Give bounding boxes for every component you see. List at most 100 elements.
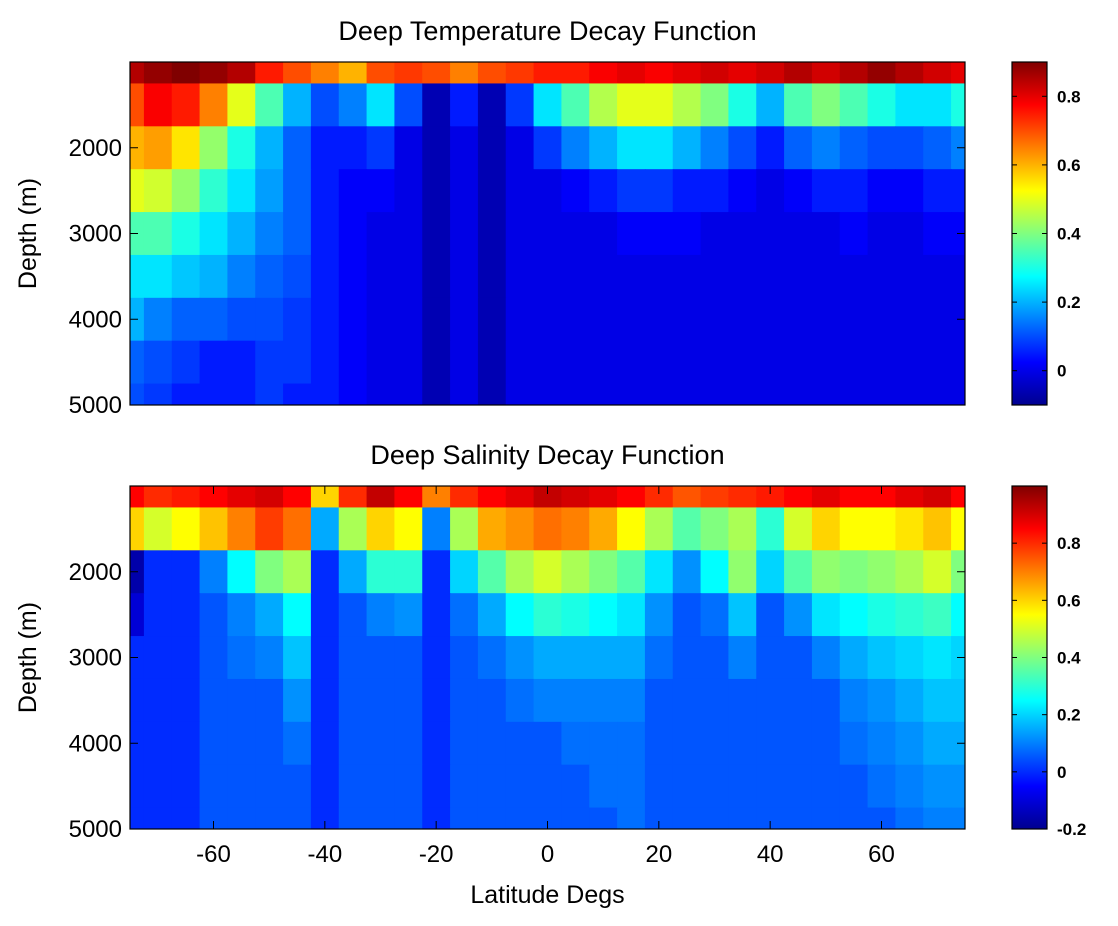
heatmap-cell xyxy=(811,636,841,680)
heatmap-cell xyxy=(394,169,423,213)
heatmap-cell xyxy=(366,83,396,127)
heatmap-cell xyxy=(672,383,702,405)
heatmap-cell xyxy=(394,807,423,829)
heatmap-cell xyxy=(672,636,702,680)
heatmap-cell xyxy=(728,636,757,680)
heatmap-cell xyxy=(728,62,757,85)
heatmap-cell xyxy=(589,486,618,509)
heatmap-cell xyxy=(839,507,869,551)
heatmap-cell xyxy=(839,383,869,405)
heatmap-cell xyxy=(533,254,563,299)
heatmap-cell xyxy=(617,212,646,256)
heatmap-cell xyxy=(143,126,173,170)
heatmap-cell xyxy=(366,62,396,85)
heatmap-cell xyxy=(130,593,145,637)
colorbar-tick-label: 0.4 xyxy=(1057,225,1081,244)
heatmap-cell xyxy=(589,169,618,213)
heatmap-cell xyxy=(839,807,869,829)
heatmap-cell xyxy=(394,550,423,594)
heatmap-cell xyxy=(283,550,312,594)
heatmap-cell xyxy=(227,340,256,385)
heatmap-cell xyxy=(477,636,507,680)
heatmap-cell xyxy=(283,593,312,637)
heatmap-cell xyxy=(143,550,173,594)
heatmap-cell xyxy=(143,254,173,299)
heatmap-cell xyxy=(951,383,965,405)
heatmap-cell xyxy=(839,486,869,509)
heatmap-cell xyxy=(951,486,965,509)
heatmap-cell xyxy=(450,126,479,170)
heatmap-cell xyxy=(784,678,813,723)
colorbar: 0 0.2 0.4 0.6 0.8 xyxy=(1011,61,1081,406)
heatmap-cell xyxy=(199,254,229,299)
heatmap-cell xyxy=(533,169,563,213)
heatmap-cell xyxy=(310,83,340,127)
heatmap-cell xyxy=(143,807,173,829)
heatmap-cell xyxy=(951,593,965,637)
heatmap-cell xyxy=(366,636,396,680)
heatmap-cell xyxy=(951,62,965,85)
heatmap-cell xyxy=(728,212,757,256)
heatmap-cell xyxy=(867,678,897,723)
heatmap-cell xyxy=(756,126,785,170)
heatmap-cell xyxy=(338,550,368,594)
heatmap-cell xyxy=(450,507,479,551)
heatmap-cell xyxy=(561,764,590,809)
heatmap-cell xyxy=(143,212,173,256)
heatmap-cell xyxy=(923,126,952,170)
heatmap-cell xyxy=(672,126,702,170)
heatmap-cell xyxy=(839,62,869,85)
heatmap-cell xyxy=(394,340,423,385)
heatmap-cell xyxy=(895,764,924,809)
heatmap-cell xyxy=(477,486,507,509)
y-tick-label: 3000 xyxy=(69,645,122,672)
heatmap-cell xyxy=(199,550,229,594)
y-tick-label: 5000 xyxy=(69,816,122,843)
heatmap-cell xyxy=(839,212,869,256)
heatmap-cell xyxy=(895,297,924,342)
heatmap-cell xyxy=(366,764,396,809)
heatmap-cell xyxy=(338,678,368,723)
heatmap-cell xyxy=(700,126,730,170)
heatmap-cell xyxy=(533,593,563,637)
heatmap-cell xyxy=(867,486,897,509)
heatmap-cell xyxy=(756,340,785,385)
heatmap-cells xyxy=(130,62,965,405)
heatmap-cell xyxy=(561,383,590,405)
heatmap-cell xyxy=(728,297,757,342)
heatmap-cell xyxy=(644,764,674,809)
heatmap-cell xyxy=(756,486,785,509)
heatmap-cell xyxy=(617,340,646,385)
heatmap-cell xyxy=(130,678,145,723)
heatmap-cell xyxy=(450,62,479,85)
heatmap-cell xyxy=(839,126,869,170)
heatmap-cell xyxy=(394,636,423,680)
heatmap-cell xyxy=(672,254,702,299)
heatmap-cell xyxy=(394,83,423,127)
heatmap-cell xyxy=(839,721,869,766)
heatmap-cell xyxy=(700,721,730,766)
heatmap-cell xyxy=(644,550,674,594)
heatmap-cell xyxy=(283,807,312,829)
x-tick-label: 40 xyxy=(757,841,784,868)
heatmap-cell xyxy=(867,636,897,680)
heatmap-cell xyxy=(227,764,256,809)
heatmap-cell xyxy=(644,126,674,170)
heatmap-cell xyxy=(199,721,229,766)
heatmap-cell xyxy=(923,62,952,85)
chart-title: Deep Temperature Decay Function xyxy=(338,16,756,46)
heatmap-cell xyxy=(283,721,312,766)
heatmap-cell xyxy=(338,507,368,551)
heatmap-cell xyxy=(533,340,563,385)
heatmap-cell xyxy=(171,254,201,299)
heatmap-cell xyxy=(255,212,284,256)
heatmap-cell xyxy=(672,62,702,85)
heatmap-cell xyxy=(867,340,897,385)
heatmap-cell xyxy=(951,83,965,127)
heatmap-cell xyxy=(756,807,785,829)
heatmap-cell xyxy=(450,636,479,680)
heatmap-cell xyxy=(366,212,396,256)
heatmap-cell xyxy=(784,340,813,385)
heatmap-cell xyxy=(310,678,340,723)
heatmap-cell xyxy=(644,254,674,299)
